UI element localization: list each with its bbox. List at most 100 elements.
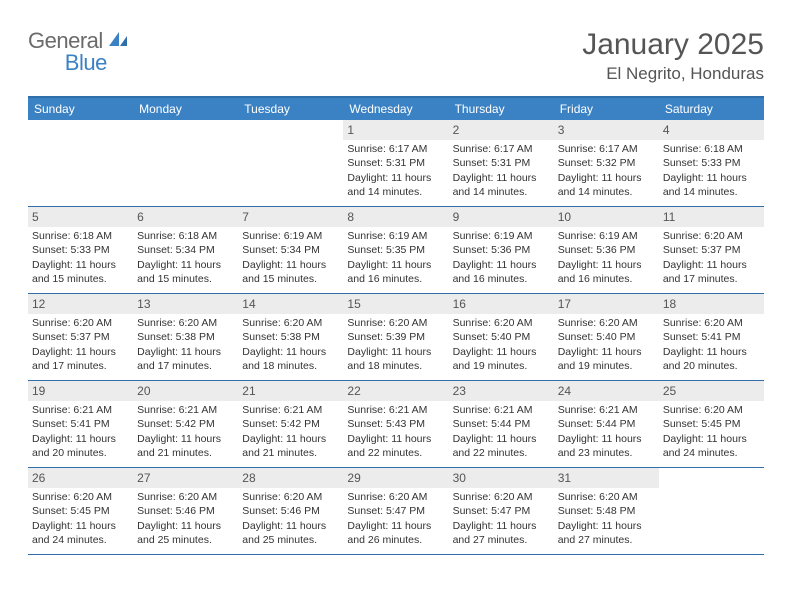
daylight-line2: and 14 minutes. [558,185,655,199]
dayhead-fri: Friday [554,98,659,120]
sunrise-text: Sunrise: 6:21 AM [242,403,339,417]
daylight-line1: Daylight: 11 hours [137,432,234,446]
week-row: 5Sunrise: 6:18 AMSunset: 5:33 PMDaylight… [28,207,764,294]
day-number: 10 [554,207,659,227]
daylight-line2: and 25 minutes. [137,533,234,547]
sunrise-text: Sunrise: 6:20 AM [137,316,234,330]
daylight-line1: Daylight: 11 hours [453,519,550,533]
empty-cell [28,120,133,206]
day-number: 11 [659,207,764,227]
day-number: 5 [28,207,133,227]
sunset-text: Sunset: 5:33 PM [32,243,129,257]
daylight-line1: Daylight: 11 hours [558,345,655,359]
daylight-line2: and 21 minutes. [137,446,234,460]
sunset-text: Sunset: 5:38 PM [242,330,339,344]
sunset-text: Sunset: 5:42 PM [242,417,339,431]
day-number: 19 [28,381,133,401]
sunrise-text: Sunrise: 6:19 AM [347,229,444,243]
daylight-line2: and 22 minutes. [347,446,444,460]
day-number: 13 [133,294,238,314]
day-number: 4 [659,120,764,140]
day-number: 26 [28,468,133,488]
dayhead-wed: Wednesday [343,98,448,120]
day-number: 23 [449,381,554,401]
dayhead-tue: Tuesday [238,98,343,120]
day-number: 14 [238,294,343,314]
sunrise-text: Sunrise: 6:19 AM [453,229,550,243]
daylight-line1: Daylight: 11 hours [242,432,339,446]
sunset-text: Sunset: 5:31 PM [453,156,550,170]
day-cell: 24Sunrise: 6:21 AMSunset: 5:44 PMDayligh… [554,381,659,467]
week-row: 19Sunrise: 6:21 AMSunset: 5:41 PMDayligh… [28,381,764,468]
sunrise-text: Sunrise: 6:21 AM [32,403,129,417]
daylight-line2: and 14 minutes. [347,185,444,199]
daylight-line1: Daylight: 11 hours [347,345,444,359]
daylight-line1: Daylight: 11 hours [32,258,129,272]
day-number: 22 [343,381,448,401]
dayhead-sun: Sunday [28,98,133,120]
sunset-text: Sunset: 5:44 PM [558,417,655,431]
daylight-line2: and 18 minutes. [242,359,339,373]
sunset-text: Sunset: 5:42 PM [137,417,234,431]
daylight-line2: and 20 minutes. [663,359,760,373]
day-number: 7 [238,207,343,227]
day-cell: 19Sunrise: 6:21 AMSunset: 5:41 PMDayligh… [28,381,133,467]
daylight-line2: and 19 minutes. [558,359,655,373]
day-number: 12 [28,294,133,314]
sunrise-text: Sunrise: 6:18 AM [137,229,234,243]
empty-cell [238,120,343,206]
daylight-line1: Daylight: 11 hours [347,258,444,272]
day-cell: 25Sunrise: 6:20 AMSunset: 5:45 PMDayligh… [659,381,764,467]
daylight-line1: Daylight: 11 hours [347,171,444,185]
daylight-line2: and 19 minutes. [453,359,550,373]
daylight-line2: and 22 minutes. [453,446,550,460]
daylight-line2: and 26 minutes. [347,533,444,547]
day-cell: 28Sunrise: 6:20 AMSunset: 5:46 PMDayligh… [238,468,343,554]
sunset-text: Sunset: 5:36 PM [558,243,655,257]
daylight-line1: Daylight: 11 hours [453,345,550,359]
sunrise-text: Sunrise: 6:20 AM [558,316,655,330]
daylight-line1: Daylight: 11 hours [137,258,234,272]
day-cell: 5Sunrise: 6:18 AMSunset: 5:33 PMDaylight… [28,207,133,293]
day-number: 24 [554,381,659,401]
sunset-text: Sunset: 5:34 PM [242,243,339,257]
day-cell: 11Sunrise: 6:20 AMSunset: 5:37 PMDayligh… [659,207,764,293]
sunrise-text: Sunrise: 6:17 AM [558,142,655,156]
daylight-line2: and 20 minutes. [32,446,129,460]
day-number: 3 [554,120,659,140]
daylight-line1: Daylight: 11 hours [242,345,339,359]
daylight-line1: Daylight: 11 hours [558,432,655,446]
day-number: 8 [343,207,448,227]
day-cell: 7Sunrise: 6:19 AMSunset: 5:34 PMDaylight… [238,207,343,293]
sunrise-text: Sunrise: 6:20 AM [453,490,550,504]
week-row: 12Sunrise: 6:20 AMSunset: 5:37 PMDayligh… [28,294,764,381]
day-number: 6 [133,207,238,227]
day-cell: 27Sunrise: 6:20 AMSunset: 5:46 PMDayligh… [133,468,238,554]
empty-cell [133,120,238,206]
day-cell: 16Sunrise: 6:20 AMSunset: 5:40 PMDayligh… [449,294,554,380]
day-number: 2 [449,120,554,140]
header: General Blue January 2025 El Negrito, Ho… [28,28,764,84]
logo: General Blue [28,28,173,54]
daylight-line1: Daylight: 11 hours [663,171,760,185]
sunrise-text: Sunrise: 6:21 AM [453,403,550,417]
daylight-line1: Daylight: 11 hours [32,432,129,446]
daylight-line1: Daylight: 11 hours [137,519,234,533]
sunset-text: Sunset: 5:37 PM [663,243,760,257]
sunset-text: Sunset: 5:47 PM [453,504,550,518]
daylight-line1: Daylight: 11 hours [558,258,655,272]
daylight-line2: and 27 minutes. [558,533,655,547]
daylight-line1: Daylight: 11 hours [453,432,550,446]
sunrise-text: Sunrise: 6:19 AM [242,229,339,243]
sunset-text: Sunset: 5:35 PM [347,243,444,257]
daylight-line2: and 24 minutes. [32,533,129,547]
day-number: 15 [343,294,448,314]
day-cell: 23Sunrise: 6:21 AMSunset: 5:44 PMDayligh… [449,381,554,467]
sunset-text: Sunset: 5:46 PM [242,504,339,518]
daylight-line2: and 17 minutes. [32,359,129,373]
daylight-line2: and 17 minutes. [663,272,760,286]
sunset-text: Sunset: 5:41 PM [663,330,760,344]
calendar-page: General Blue January 2025 El Negrito, Ho… [0,0,792,575]
daylight-line2: and 27 minutes. [453,533,550,547]
day-cell: 3Sunrise: 6:17 AMSunset: 5:32 PMDaylight… [554,120,659,206]
